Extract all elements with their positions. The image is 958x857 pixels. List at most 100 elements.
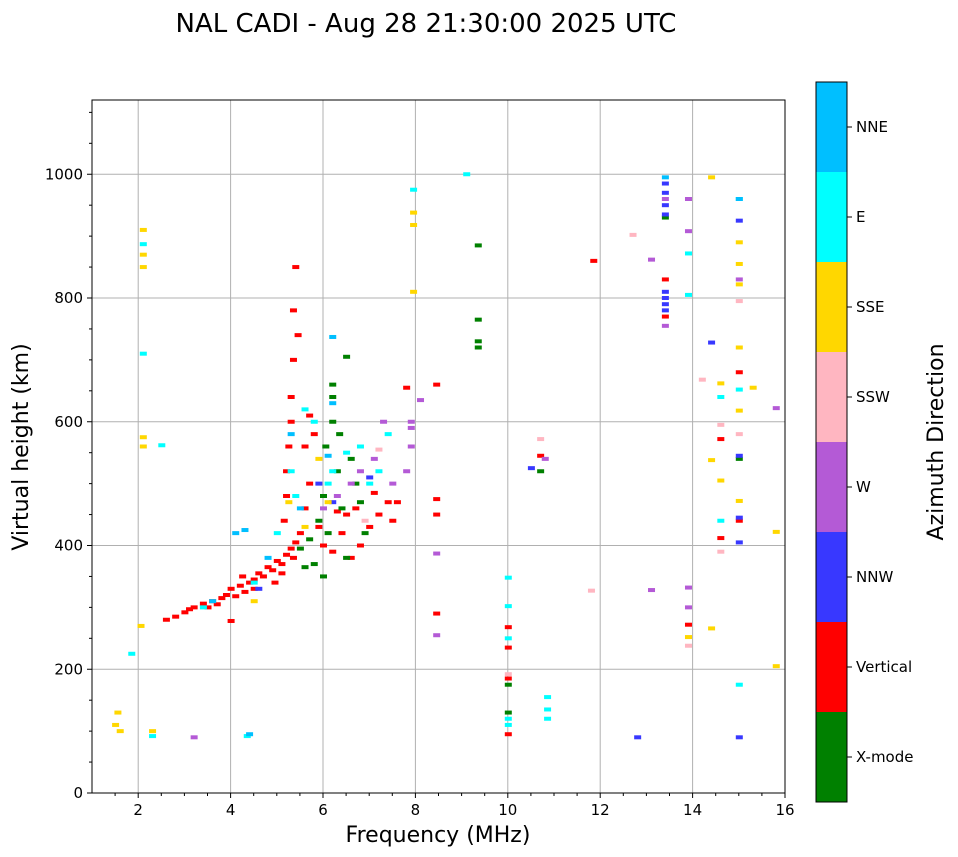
colorbar-tick-label: NNE (856, 118, 888, 136)
echo-point-nnw (661, 302, 669, 307)
echo-point-e (301, 407, 309, 412)
echo-point-vertical (684, 622, 692, 627)
echo-point-ssw (375, 447, 383, 452)
echo-point-sse (116, 729, 124, 734)
echo-point-e (199, 605, 207, 610)
echo-point-w (370, 456, 378, 461)
echo-point-vertical (294, 333, 302, 338)
echo-point-x-mode (504, 710, 512, 715)
echo-point-vertical (283, 469, 291, 474)
echo-point-vertical (283, 494, 291, 498)
echo-point-w (735, 277, 743, 282)
echo-point-vertical (403, 385, 411, 390)
y-tick-label: 0 (73, 784, 83, 802)
echo-point-x-mode (361, 531, 369, 536)
echo-point-vertical (393, 500, 401, 505)
colorbar-tick-label: NNW (856, 568, 893, 586)
echo-point-nne (324, 453, 332, 458)
echo-point-sse (285, 500, 293, 505)
echo-point-sse (735, 261, 743, 266)
colorbar-segment-vertical (816, 622, 847, 712)
echo-point-sse (112, 722, 120, 727)
echo-point-vertical (190, 605, 198, 610)
echo-point-nne (209, 599, 217, 604)
echo-point-e (329, 469, 337, 474)
echo-point-sse (735, 498, 743, 503)
x-tick-label: 2 (133, 801, 143, 819)
echo-point-vertical (181, 610, 189, 615)
echo-point-vertical (199, 601, 207, 606)
echo-point-vertical (306, 481, 314, 486)
echo-point-e (504, 604, 512, 609)
echo-point-w (433, 551, 441, 556)
colorbar-frame (815, 81, 848, 803)
echo-point-vertical (287, 546, 295, 551)
echo-point-x-mode (347, 456, 355, 461)
x-axis-label: Frequency (MHz) (346, 823, 531, 848)
echo-point-vertical (306, 413, 314, 418)
echo-point-nnw (661, 289, 669, 294)
echo-point-x-mode (356, 500, 364, 505)
echo-point-vertical (269, 568, 277, 573)
x-tick-label: 4 (226, 801, 236, 819)
colorbar-segment-x-mode (816, 712, 847, 802)
echo-point-x-mode (322, 444, 330, 449)
colorbar-tick-label: Vertical (856, 658, 912, 676)
y-tick-label: 200 (54, 660, 83, 678)
echo-point-nnw (661, 296, 669, 300)
echo-point-nne (232, 531, 240, 536)
echo-point-vertical (273, 558, 281, 563)
echo-point-vertical (366, 524, 374, 529)
echo-point-vertical (310, 432, 318, 437)
echo-point-vertical (590, 258, 598, 263)
echo-point-e (343, 450, 351, 455)
echo-point-x-mode (320, 574, 327, 579)
x-tick-label: 6 (318, 801, 328, 819)
echo-point-w (684, 229, 692, 234)
echo-point-x-mode (329, 419, 337, 424)
echo-point-vertical (433, 611, 441, 616)
echo-point-ssw (735, 299, 743, 304)
echo-point-nnw (255, 586, 263, 591)
colorbar-segment-nnw (816, 532, 847, 622)
echo-point-ssw (735, 432, 743, 437)
echo-point-nnw (735, 218, 743, 223)
echo-point-e (292, 494, 300, 498)
echo-point-vertical (222, 593, 230, 597)
echo-point-ssw (587, 588, 595, 593)
colorbar-tick-label: SSW (856, 388, 890, 406)
echo-point-ssw (504, 672, 512, 677)
echo-point-e (717, 518, 725, 523)
echo-point-sse (735, 240, 743, 245)
echo-point-x-mode (333, 469, 341, 474)
echo-point-w (380, 419, 388, 424)
echo-point-sse (772, 664, 780, 669)
colorbar-segment-sse (816, 262, 847, 352)
echo-point-sse (708, 175, 716, 180)
echo-point-vertical (375, 512, 383, 517)
echo-point-e (149, 734, 157, 739)
y-axis-ticks: 0 200 400 600 800 1000 (45, 111, 92, 802)
echo-point-x-mode (315, 518, 323, 523)
echo-point-nnw (735, 735, 743, 740)
echo-point-w (333, 494, 341, 498)
echo-point-vertical (289, 308, 297, 313)
echo-point-vertical (250, 577, 258, 582)
echo-point-sse (684, 635, 692, 640)
echo-point-sse (250, 599, 258, 604)
echo-point-e (684, 292, 692, 297)
echo-point-vertical (661, 314, 669, 319)
x-axis-ticks: 2 4 6 8 10 12 14 16 (114, 793, 795, 819)
echo-point-vertical (283, 552, 291, 557)
echo-point-x-mode (310, 562, 318, 567)
echo-point-vertical (320, 543, 327, 548)
echo-point-e (310, 419, 318, 424)
echo-point-vertical (504, 625, 512, 630)
echo-point-w (407, 425, 415, 430)
echo-point-w (648, 257, 656, 262)
echo-point-e (366, 481, 374, 486)
echo-point-ssw (629, 232, 637, 237)
echo-point-vertical (735, 370, 743, 375)
echo-point-vertical (315, 524, 323, 529)
